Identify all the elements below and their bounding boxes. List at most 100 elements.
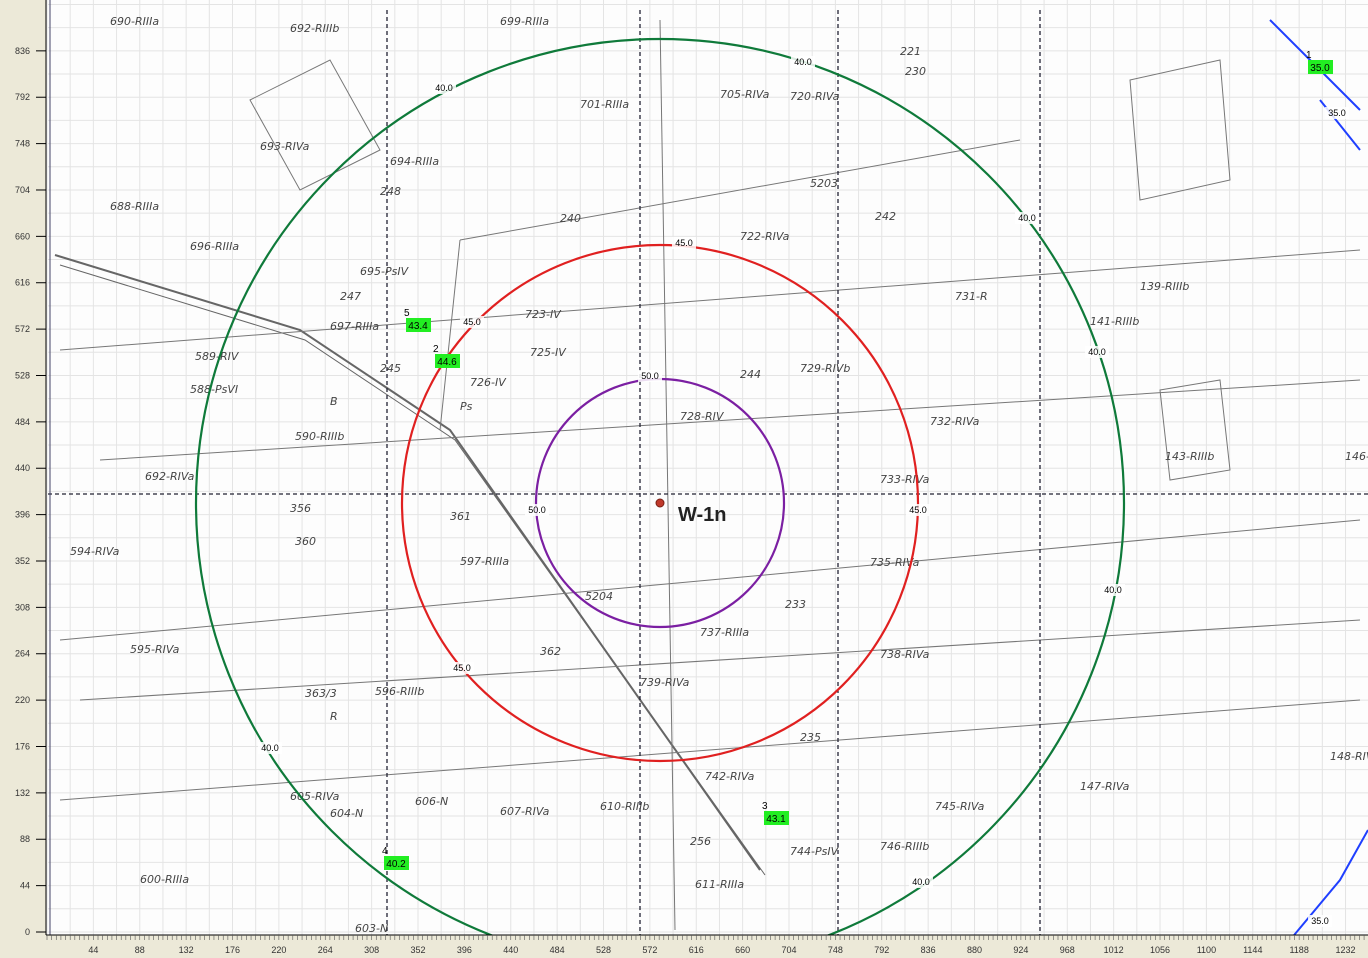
receiver-box: [406, 318, 431, 332]
y-ruler-label: 572: [15, 324, 30, 334]
contour-label-bg: [1325, 107, 1349, 119]
parcel-label: 697-RIIIa: [330, 320, 379, 333]
x-ruler-label: 264: [318, 945, 333, 955]
parcel-label: 723-IV: [525, 308, 562, 321]
contour-label: 40.0: [1088, 347, 1106, 357]
bottom-ruler: [0, 935, 1368, 958]
parcel-label: 688-RIIIa: [110, 200, 159, 213]
contour-label: 35.0: [1328, 108, 1346, 118]
contour-label: 45.0: [675, 238, 693, 248]
parcel-line: [249, 59, 381, 191]
x-ruler-label: 660: [735, 945, 750, 955]
parcel-label: 589-RIV: [195, 350, 240, 363]
x-ruler-label: 132: [179, 945, 194, 955]
cadastral-lines: [54, 19, 1368, 941]
receiver-value: 40.2: [386, 859, 406, 870]
parcel-label: 742-RIVa: [705, 770, 755, 783]
x-ruler-label: 968: [1060, 945, 1075, 955]
parcel-label: 596-RIIIb: [375, 685, 424, 698]
y-ruler-label: 836: [15, 46, 30, 56]
parcel-label: 240: [560, 212, 581, 225]
receiver-box: [435, 354, 460, 368]
parcel-label: 705-RIVa: [720, 88, 770, 101]
receiver-id: 2: [433, 344, 439, 355]
parcel-label: 692-RIVa: [145, 470, 195, 483]
receiver-value: 44.6: [437, 357, 457, 368]
y-ruler-label: 704: [15, 185, 30, 195]
contour-label-bg: [1308, 915, 1332, 927]
parcel-label: 738-RIVa: [880, 648, 930, 661]
x-ruler-label: 484: [550, 945, 565, 955]
parcel-label: 233: [785, 598, 806, 611]
contour-label-bg: [450, 662, 474, 674]
y-ruler-label: 440: [15, 463, 30, 473]
parcel-label: 726-IV: [470, 376, 507, 389]
parcel-label: 597-RIIIa: [460, 555, 509, 568]
parcel-label: 693-RIVa: [260, 140, 310, 153]
x-ruler-label: 440: [503, 945, 518, 955]
source-label: W-1n: [678, 504, 726, 526]
parcel-label: 692-RIIIb: [290, 22, 339, 35]
contour-label-bg: [791, 56, 815, 68]
parcel-label: 139-RIIIb: [1140, 280, 1189, 293]
left-ruler: [0, 0, 46, 958]
parcel-label: 256: [690, 835, 711, 848]
receiver-value: 43.4: [408, 321, 428, 332]
y-ruler-label: 44: [20, 881, 30, 891]
y-ruler-label: 176: [15, 741, 30, 751]
y-ruler-label: 0: [25, 927, 30, 937]
contour-label-bg: [672, 237, 696, 249]
parcel-line: [59, 519, 1361, 641]
parcel-line: [1129, 59, 1231, 201]
contour-label: 50.0: [528, 505, 546, 515]
parcel-label: 729-RIVb: [800, 362, 850, 375]
parcel-label: 610-RIIIb: [600, 800, 649, 813]
map-labels: 690-RIIIa 692-RIIIb 699-RIIIa 705-RIVa 701-R…: [70, 15, 1368, 935]
parcel-label: 603-N: [355, 922, 388, 935]
y-ruler-label: 308: [15, 602, 30, 612]
receiver-value: 35.0: [1310, 63, 1330, 74]
parcel-label: 739-RIVa: [640, 676, 690, 689]
contour-label-bg: [1015, 212, 1039, 224]
parcel-label: 746-RIIIb: [880, 840, 929, 853]
parcel-label: R: [330, 710, 338, 723]
parcel-label: 720-RIVa: [790, 90, 840, 103]
parcel-label: 600-RIIIa: [140, 873, 189, 886]
contour-label-bg: [525, 504, 549, 516]
parcel-label: 690-RIIIa: [110, 15, 159, 28]
contour-label: 40.0: [1018, 213, 1036, 223]
y-ruler-label: 132: [15, 788, 30, 798]
parcel-label: 604-N: [330, 807, 363, 820]
parcel-label: 725-IV: [530, 346, 567, 359]
x-ruler-label: 396: [457, 945, 472, 955]
parcel-label: 731-R: [955, 290, 988, 303]
parcel-label: 699-RIIIa: [500, 15, 549, 28]
parcel-label: 735-RIVa: [870, 556, 920, 569]
y-ruler-label: 792: [15, 92, 30, 102]
parcel-line: [59, 249, 1361, 351]
x-ruler-label: 308: [364, 945, 379, 955]
y-ruler-label: 484: [15, 417, 30, 427]
contour-label: 40.0: [1104, 585, 1122, 595]
receivers: 35.0 1 43.4 5 44.6 2 43.1 3 40.2 4: [382, 50, 1333, 870]
railway: [59, 264, 766, 876]
contour-label: 40.0: [261, 743, 279, 753]
parcel-label: 722-RIVa: [740, 230, 790, 243]
x-ruler-label: 220: [271, 945, 286, 955]
contour-label-bg: [258, 742, 282, 754]
parcel-label: 244: [740, 368, 761, 381]
contour-label-bg: [638, 370, 662, 382]
parcel-label: 590-RIIIb: [295, 430, 344, 443]
x-ruler-label: 1232: [1336, 945, 1356, 955]
contour-label-bg: [1085, 346, 1109, 358]
x-ruler-label: 1100: [1197, 945, 1216, 955]
contour-label: 45.0: [453, 663, 471, 673]
parcel-label: 147-RIVa: [1080, 780, 1130, 793]
parcel-label: 732-RIVa: [930, 415, 980, 428]
receiver-value: 43.1: [766, 814, 786, 825]
x-ruler-label: 704: [782, 945, 797, 955]
parcel-label: 744-PsIV: [790, 845, 840, 858]
parcel-label: 361: [450, 510, 471, 523]
parcel-label: 5203: [810, 177, 838, 190]
parcel-label: 245: [380, 362, 401, 375]
